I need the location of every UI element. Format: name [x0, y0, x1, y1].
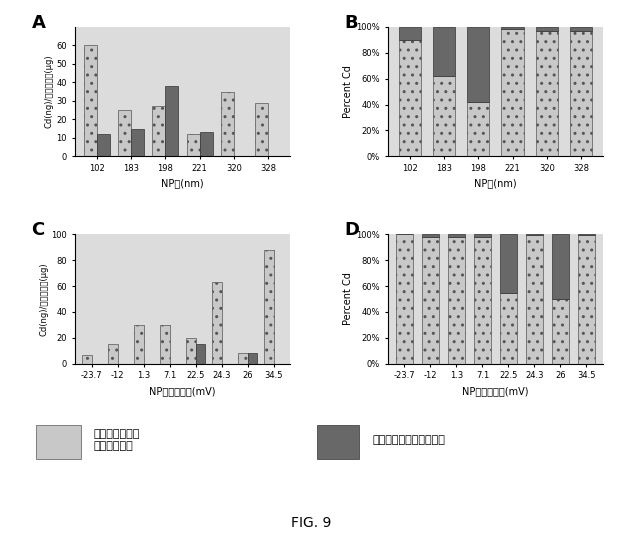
Bar — [501, 29, 524, 156]
Bar — [474, 237, 491, 364]
Bar — [570, 30, 592, 156]
Bar — [152, 106, 165, 156]
Bar — [536, 30, 558, 156]
Bar — [500, 234, 517, 293]
Bar — [165, 86, 179, 156]
Bar — [474, 234, 491, 237]
Bar — [238, 354, 248, 364]
Bar — [552, 234, 569, 299]
FancyBboxPatch shape — [36, 425, 81, 459]
X-axis label: NP径(nm): NP径(nm) — [161, 179, 204, 188]
Bar — [433, 76, 455, 156]
Bar — [536, 27, 558, 30]
Y-axis label: Percent Cd: Percent Cd — [343, 65, 353, 118]
Bar — [131, 128, 144, 156]
Bar — [248, 354, 258, 364]
Bar — [134, 325, 144, 364]
Bar — [200, 132, 213, 156]
Bar — [433, 27, 455, 76]
Bar — [467, 102, 490, 156]
Text: C: C — [32, 221, 45, 239]
Text: D: D — [345, 221, 360, 239]
Bar — [195, 345, 205, 364]
Bar — [399, 27, 421, 40]
Bar — [467, 27, 490, 102]
Bar — [84, 45, 97, 156]
Bar — [221, 91, 234, 156]
X-axis label: NPゼータ電位(mV): NPゼータ電位(mV) — [462, 386, 529, 396]
FancyBboxPatch shape — [317, 425, 358, 459]
Bar — [526, 234, 543, 235]
Bar — [448, 234, 465, 237]
Bar — [422, 234, 439, 237]
Bar — [160, 325, 170, 364]
Bar — [108, 345, 118, 364]
Bar — [81, 355, 91, 364]
Y-axis label: Percent Cd: Percent Cd — [343, 272, 353, 325]
Bar — [552, 299, 569, 364]
Bar — [570, 27, 592, 30]
Bar — [501, 27, 524, 29]
Bar — [448, 237, 465, 364]
Text: サイトゾルフラクション: サイトゾルフラクション — [373, 435, 445, 445]
Bar — [578, 235, 595, 364]
Bar — [185, 338, 195, 364]
Bar — [526, 235, 543, 364]
Y-axis label: Cd(ng)/タンパク質(μg): Cd(ng)/タンパク質(μg) — [45, 55, 53, 128]
Bar — [500, 293, 517, 364]
Y-axis label: Cd(ng)/タンパク質(μg): Cd(ng)/タンパク質(μg) — [39, 262, 49, 336]
Bar — [399, 40, 421, 156]
Text: B: B — [345, 14, 358, 32]
Bar — [255, 103, 268, 156]
X-axis label: NPゼータ電位(mV): NPゼータ電位(mV) — [149, 386, 216, 396]
Bar — [187, 134, 200, 156]
Bar — [264, 250, 274, 364]
Bar — [578, 234, 595, 235]
Text: A: A — [32, 14, 45, 32]
Text: ミトコンドリア
フラクション: ミトコンドリア フラクション — [93, 430, 140, 451]
Text: FIG. 9: FIG. 9 — [291, 516, 331, 530]
Bar — [422, 237, 439, 364]
Bar — [118, 110, 131, 156]
Bar — [211, 282, 221, 364]
Bar — [396, 234, 413, 364]
Bar — [97, 134, 110, 156]
X-axis label: NP径(nm): NP径(nm) — [474, 179, 517, 188]
